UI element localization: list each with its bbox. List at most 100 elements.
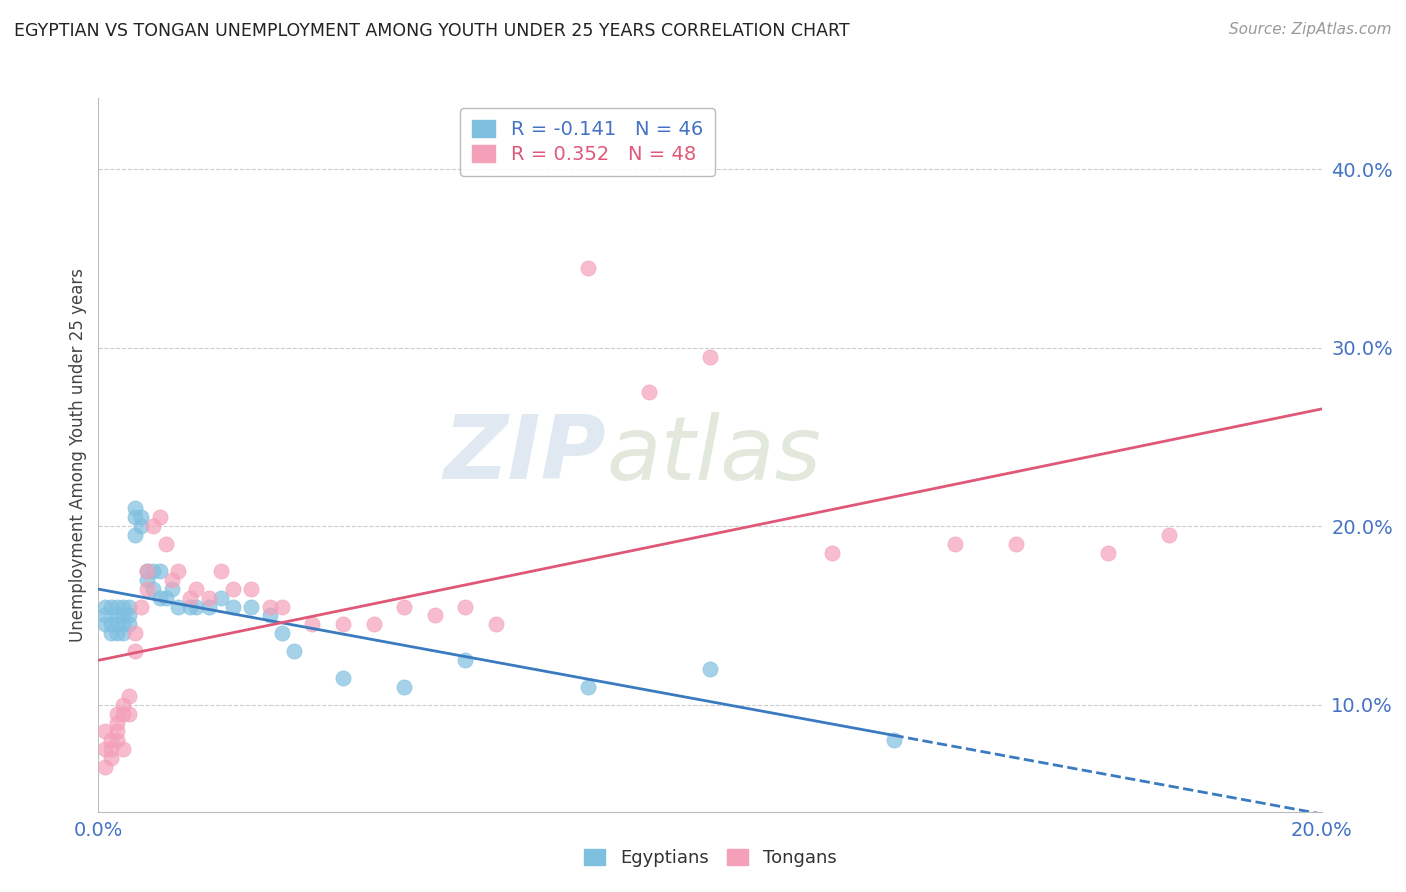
Point <box>149 510 172 524</box>
Text: Source: ZipAtlas.com: Source: ZipAtlas.com <box>1229 22 1392 37</box>
Point <box>105 617 128 632</box>
Point <box>118 608 141 623</box>
Point <box>209 591 232 605</box>
Point <box>93 760 115 774</box>
Point <box>222 582 245 596</box>
Text: ZIP: ZIP <box>443 411 606 499</box>
Point <box>363 617 385 632</box>
Point <box>124 644 146 658</box>
Y-axis label: Unemployment Among Youth under 25 years: Unemployment Among Youth under 25 years <box>69 268 87 642</box>
Point <box>270 599 292 614</box>
Point <box>1097 546 1119 560</box>
Point <box>111 599 134 614</box>
Point <box>699 350 721 364</box>
Point <box>186 599 208 614</box>
Point <box>105 733 128 747</box>
Point <box>124 510 146 524</box>
Point <box>124 626 146 640</box>
Point <box>155 537 177 551</box>
Point <box>186 582 208 596</box>
Point <box>124 501 146 516</box>
Point <box>637 385 661 400</box>
Point <box>209 564 232 578</box>
Point <box>105 715 128 730</box>
Point <box>142 519 165 533</box>
Point <box>197 591 219 605</box>
Point <box>105 599 128 614</box>
Point <box>160 582 183 596</box>
Point <box>149 591 172 605</box>
Point <box>142 582 165 596</box>
Point <box>485 617 508 632</box>
Point <box>111 742 134 756</box>
Point <box>136 573 159 587</box>
Point <box>111 608 134 623</box>
Point <box>93 599 115 614</box>
Point <box>111 698 134 712</box>
Point <box>259 608 281 623</box>
Point <box>118 617 141 632</box>
Point <box>105 724 128 739</box>
Point <box>259 599 281 614</box>
Point <box>100 599 122 614</box>
Point <box>454 599 477 614</box>
Point <box>93 608 115 623</box>
Point <box>167 599 190 614</box>
Point <box>1004 537 1026 551</box>
Point <box>93 617 115 632</box>
Point <box>301 617 323 632</box>
Point <box>423 608 446 623</box>
Point <box>197 599 219 614</box>
Point <box>392 680 416 694</box>
Text: EGYPTIAN VS TONGAN UNEMPLOYMENT AMONG YOUTH UNDER 25 YEARS CORRELATION CHART: EGYPTIAN VS TONGAN UNEMPLOYMENT AMONG YO… <box>14 22 849 40</box>
Point <box>100 751 122 765</box>
Point <box>576 680 599 694</box>
Point <box>270 626 292 640</box>
Point <box>392 599 416 614</box>
Point <box>179 599 201 614</box>
Point <box>142 564 165 578</box>
Point <box>118 689 141 703</box>
Point <box>105 706 128 721</box>
Text: atlas: atlas <box>606 412 821 498</box>
Point <box>283 644 305 658</box>
Point <box>332 671 354 685</box>
Point <box>332 617 354 632</box>
Point <box>129 599 152 614</box>
Point <box>821 546 844 560</box>
Point <box>118 599 141 614</box>
Point <box>576 260 599 275</box>
Point <box>129 519 152 533</box>
Point <box>943 537 966 551</box>
Point <box>1157 528 1180 542</box>
Point <box>136 582 159 596</box>
Point <box>160 573 183 587</box>
Point <box>100 742 122 756</box>
Point <box>136 564 159 578</box>
Point <box>100 617 122 632</box>
Point <box>124 528 146 542</box>
Point <box>454 653 477 667</box>
Point <box>240 599 263 614</box>
Point <box>699 662 721 676</box>
Point <box>222 599 245 614</box>
Point <box>93 742 115 756</box>
Point <box>136 564 159 578</box>
Point <box>93 724 115 739</box>
Point <box>105 626 128 640</box>
Point <box>149 564 172 578</box>
Point <box>129 510 152 524</box>
Point <box>111 706 134 721</box>
Point <box>240 582 263 596</box>
Point <box>111 626 134 640</box>
Legend: Egyptians, Tongans: Egyptians, Tongans <box>576 841 844 874</box>
Point <box>155 591 177 605</box>
Point <box>105 608 128 623</box>
Point <box>100 733 122 747</box>
Point <box>179 591 201 605</box>
Point <box>111 617 134 632</box>
Point <box>167 564 190 578</box>
Point <box>118 706 141 721</box>
Point <box>100 626 122 640</box>
Point <box>883 733 905 747</box>
